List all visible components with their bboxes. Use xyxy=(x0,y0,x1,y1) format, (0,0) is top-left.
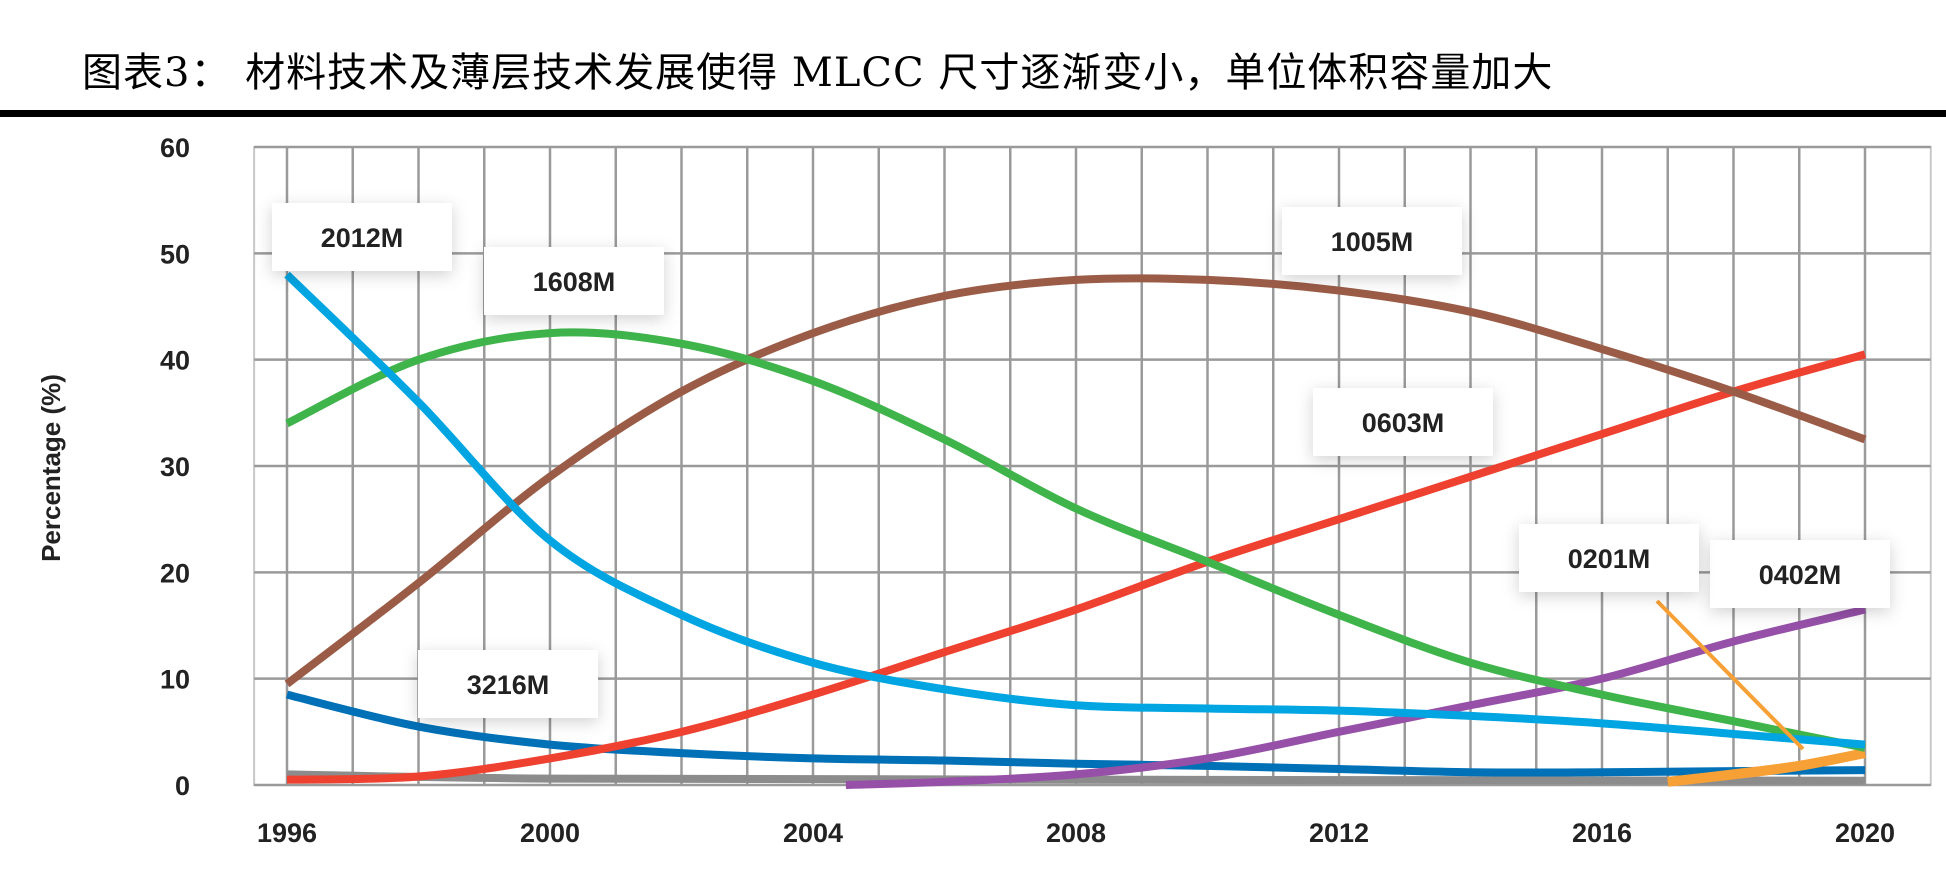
series-label-box xyxy=(272,203,452,271)
leader-line-0201m xyxy=(1655,599,1805,751)
series-label-box xyxy=(1519,524,1699,592)
series-line-0603m xyxy=(286,350,1867,784)
y-tick-label: 40 xyxy=(160,346,190,376)
series-label: 0402M xyxy=(1759,560,1842,590)
x-tick-label: 2012 xyxy=(1309,818,1369,848)
figure-title: 图表3： 材料技术及薄层技术发展使得 MLCC 尺寸逐渐变小，单位体积容量加大 xyxy=(82,50,1554,96)
series-line-3216m xyxy=(286,690,1866,777)
title-rule xyxy=(0,110,1946,117)
y-tick-label: 30 xyxy=(160,452,190,482)
y-axis-label: Percentage (%) xyxy=(36,374,66,562)
y-tick-label: 50 xyxy=(160,239,190,269)
series-label: 3216M xyxy=(467,670,550,700)
series-label: 0603M xyxy=(1362,408,1445,438)
series-label-box xyxy=(418,650,598,718)
series-label-box xyxy=(1282,207,1462,275)
series-line-1005m xyxy=(284,274,1867,688)
series-label: 0201M xyxy=(1568,544,1651,574)
series-line-2012m xyxy=(284,271,1866,749)
series-line-0201m xyxy=(1667,748,1866,787)
series-label: 2012M xyxy=(321,223,404,253)
series-line-0402m xyxy=(845,605,1866,789)
series-line-1608m xyxy=(285,328,1866,752)
x-tick-label: 2004 xyxy=(783,818,843,848)
series-label: 1005M xyxy=(1331,227,1414,257)
series-label-box xyxy=(1710,540,1890,608)
x-tick-label: 2000 xyxy=(520,818,580,848)
x-tick-label: 2016 xyxy=(1572,818,1632,848)
y-tick-label: 20 xyxy=(160,558,190,588)
y-tick-label: 10 xyxy=(160,665,190,695)
series-label-box xyxy=(484,247,664,315)
x-tick-label: 2020 xyxy=(1835,818,1895,848)
y-tick-label: 0 xyxy=(175,771,190,801)
y-tick-label: 60 xyxy=(160,133,190,163)
x-tick-label: 1996 xyxy=(257,818,317,848)
x-tick-label: 2008 xyxy=(1046,818,1106,848)
series-label: 1608M xyxy=(533,267,616,297)
series-label-box xyxy=(1313,388,1493,456)
